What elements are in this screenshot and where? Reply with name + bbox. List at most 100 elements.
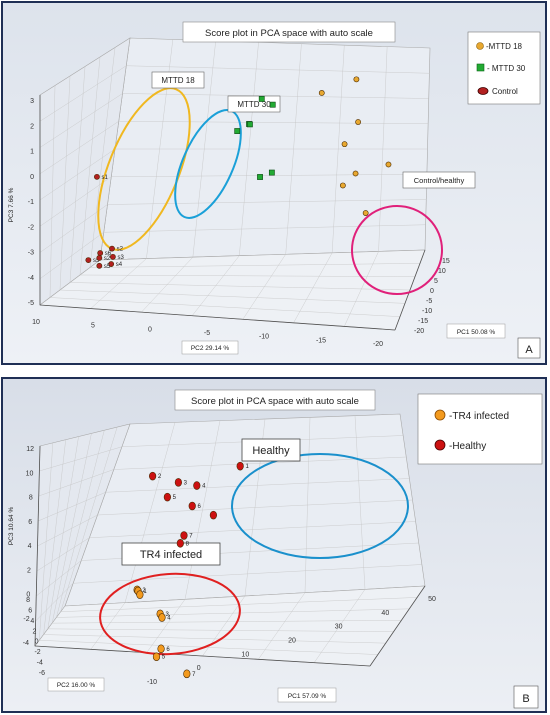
grid-line	[69, 282, 411, 291]
y-a-tick-label: -20	[373, 341, 383, 348]
y-b-tick-label: -4	[37, 660, 43, 667]
point-label: 2	[158, 474, 162, 480]
point-label: s2	[117, 247, 124, 253]
data-point	[318, 90, 325, 96]
data-point	[193, 481, 201, 490]
data-point	[163, 492, 171, 502]
x-b-tick-label: 30	[335, 624, 343, 631]
annot-tr4: TR4 infected	[140, 549, 202, 561]
point-label: s5	[104, 264, 111, 270]
data-point	[97, 250, 104, 256]
grid-line	[126, 65, 430, 74]
grid-line	[124, 422, 176, 603]
panel-a: 3 2 1 0 -1 -2 -3 -4 -5 10 5 0 -5 -10 -15 -20 -20 -15 -10 -5…	[1, 1, 547, 365]
xlabel-a: PC1 50.08 %	[457, 329, 496, 336]
data-point	[355, 119, 362, 125]
point-label: s1	[102, 175, 109, 181]
y-b-tick-label: -6	[39, 670, 45, 677]
panel-b-letter-box	[513, 685, 539, 709]
xlabel-box-a	[446, 323, 506, 339]
point-label: 1	[143, 589, 147, 595]
data-point	[180, 531, 188, 540]
data-point	[385, 161, 392, 168]
legend-a-marker-mttd30	[476, 63, 485, 72]
x-a-tick-label: -15	[418, 318, 428, 325]
grid-line	[39, 446, 122, 472]
data-point	[268, 169, 275, 176]
x-a-tick-label: -10	[422, 308, 432, 315]
z-b-tick-label: 8	[29, 495, 33, 502]
grid-line	[258, 592, 306, 660]
data-point	[174, 478, 182, 487]
data-point	[109, 253, 116, 260]
data-point	[157, 644, 165, 654]
x-a-tick-label: 15	[442, 258, 450, 265]
legend-b-tr4: -TR4 infected	[449, 411, 509, 422]
y-b-tick-label: -2	[34, 649, 40, 656]
panel-b-axes	[34, 445, 426, 667]
grid-line	[146, 599, 186, 653]
data-point	[85, 257, 92, 263]
z-a-tick-label: -2	[28, 224, 34, 231]
grid-line	[37, 514, 98, 547]
zlabel-a: PC3 7.66 %	[8, 187, 15, 222]
grid-line	[38, 492, 106, 522]
point-label: 2	[142, 588, 146, 594]
legend-a-mttd30: - MTTD 30	[487, 64, 526, 73]
grid-line	[43, 439, 66, 635]
x-b-tick-label: 10	[241, 651, 249, 658]
panel-a-ticks: 3210-1-2-3-4-51050-5-10-15-20-20-15-10-5…	[28, 98, 450, 348]
ellipse-control	[351, 205, 443, 295]
point-label: 7	[189, 533, 193, 539]
data-point	[136, 590, 144, 599]
annot-mttd30: MTTD 30	[237, 100, 271, 109]
point-label: 4	[202, 484, 206, 490]
grid-line	[47, 436, 79, 629]
point-label: 7	[192, 672, 196, 678]
panel-a-grid	[39, 39, 430, 327]
chart-a-svg: 3210-1-2-3-4-51050-5-10-15-20-20-15-10-5…	[1, 1, 547, 365]
x-a-tick-label: -5	[426, 298, 432, 305]
legend-a-marker-control	[477, 87, 489, 95]
point-label: s6	[105, 251, 112, 257]
data-point	[149, 471, 157, 481]
y-b-tick-label: 6	[28, 607, 32, 614]
data-point	[269, 101, 276, 108]
data-point	[353, 76, 360, 83]
data-point	[234, 128, 241, 134]
panel-a-axes	[39, 95, 426, 331]
grid-line	[242, 254, 286, 320]
panel-b-box	[34, 413, 426, 667]
x-a-tick-label: 0	[430, 288, 434, 295]
ylabel-b: PC2 16.00 %	[57, 682, 96, 689]
legend-a-mttd18: -MTTD 18	[486, 42, 523, 51]
legend-b-marker-healthy	[434, 439, 446, 451]
data-point	[96, 255, 103, 261]
legend-a-control: Control	[492, 87, 518, 96]
point-label: 6	[166, 647, 170, 653]
z-b-tick-label: 10	[26, 470, 34, 477]
grid-line	[191, 255, 240, 316]
ellipse-tr4	[99, 572, 241, 656]
grid-line	[107, 199, 427, 205]
data-point	[341, 141, 348, 148]
grid-line	[239, 42, 259, 256]
grid-line	[89, 47, 116, 268]
point-label: 1	[245, 464, 249, 470]
annot-box-tr4	[121, 542, 221, 566]
ylabel-box-b	[47, 677, 105, 692]
annot-box-healthy	[241, 438, 301, 462]
z-b-tick-label: 6	[28, 519, 32, 526]
annot-mttd18: MTTD 18	[161, 76, 195, 85]
grid-line	[59, 75, 71, 291]
x-a-tick-label: 10	[438, 268, 446, 275]
grid-line	[103, 224, 426, 233]
annot-control: Control/healthy	[414, 176, 465, 185]
point-label: 3	[165, 612, 169, 618]
grid-line	[39, 442, 54, 641]
y-b-tick-label: 0	[35, 639, 39, 646]
grid-line	[60, 427, 118, 612]
